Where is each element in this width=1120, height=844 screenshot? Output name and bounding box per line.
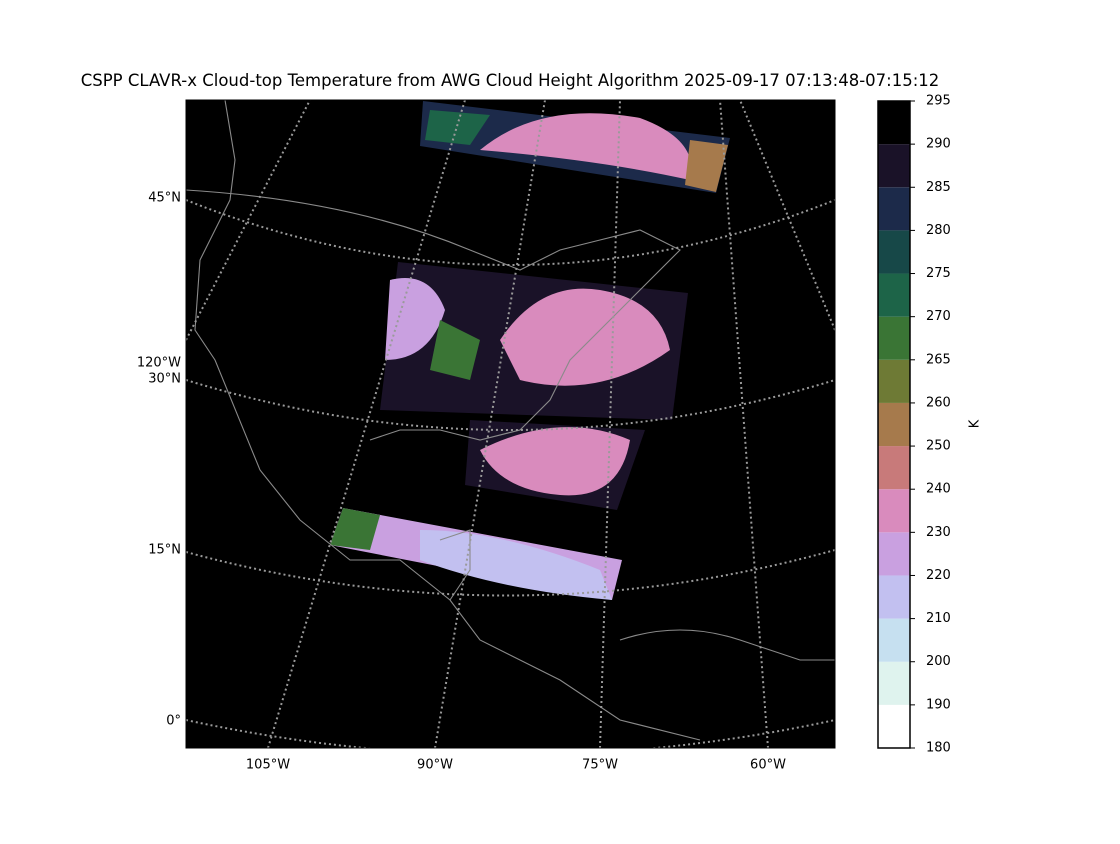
colorbar-tick-label: 285: [926, 180, 951, 195]
colorbar-tick-label: 260: [926, 395, 951, 410]
colorbar-segment: [878, 273, 910, 317]
map-frame: [185, 99, 836, 749]
colorbar-segment: [878, 575, 910, 619]
colorbar-segment: [878, 144, 910, 188]
colorbar-tick-label: 210: [926, 611, 951, 626]
colorbar-segment: [878, 402, 910, 447]
coastlines: [186, 100, 835, 741]
colorbar-segment: [878, 316, 910, 360]
lat-label: 15°N: [148, 543, 181, 558]
lon-label: 90°W: [417, 758, 453, 773]
lat-label: 0°: [166, 714, 181, 729]
title: CSPP CLAVR-x Cloud-top Temperature from …: [81, 71, 940, 90]
colorbar-tick-label: 240: [926, 482, 951, 497]
colorbar-segment: [878, 446, 910, 490]
colorbar-tick-label: 250: [926, 439, 951, 454]
colorbar-segment: [878, 359, 910, 403]
colorbar-tick-label: 200: [926, 654, 951, 669]
colorbar-segment: [878, 187, 910, 231]
lat-label: 30°N: [148, 372, 181, 387]
lon-label: 60°W: [750, 758, 786, 773]
colorbar-frame: [877, 100, 911, 749]
lon-label: 120°W: [137, 356, 181, 371]
lon-label: 105°W: [246, 758, 290, 773]
colorbar-tick-label: 290: [926, 137, 951, 152]
colorbar-tick-label: 220: [926, 568, 951, 583]
lon-label: 75°W: [582, 758, 618, 773]
colorbar-tick-label: 265: [926, 352, 951, 367]
colorbar-segment: [878, 704, 910, 748]
colorbar-segment: [878, 489, 910, 533]
colorbar-tick-label: 180: [926, 741, 951, 756]
colorbar-segment: [878, 532, 910, 576]
colorbar-tick-label: 275: [926, 266, 951, 281]
colorbar-tick-label: 280: [926, 223, 951, 238]
graticule: [186, 100, 835, 748]
lat-label: 45°N: [148, 191, 181, 206]
map: [186, 100, 835, 748]
colorbar-segment: [878, 101, 910, 145]
colorbar-tick-label: 190: [926, 697, 951, 712]
colorbar-tick-label: 270: [926, 309, 951, 324]
colorbar-segment: [878, 230, 910, 274]
colorbar-segment: [878, 661, 910, 705]
colorbar-label: K: [968, 419, 983, 428]
cloud-swaths: [330, 101, 730, 600]
colorbar-tick-label: 295: [926, 94, 951, 109]
colorbar-segment: [878, 618, 910, 662]
colorbar-tick-label: 230: [926, 525, 951, 540]
